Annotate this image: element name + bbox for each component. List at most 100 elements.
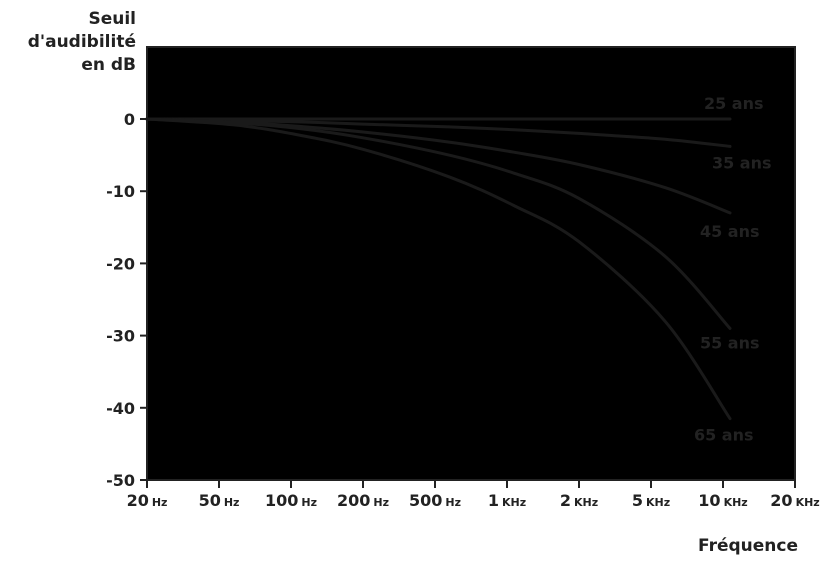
background-cell — [147, 407, 220, 481]
background-cell — [363, 191, 436, 264]
series-line — [145, 117, 732, 148]
y-axis-title-line: d'audibilité — [27, 32, 136, 52]
x-tick-label: 10 KHz — [698, 491, 747, 510]
x-tick-label-unit: Hz — [445, 496, 461, 509]
background-cell — [147, 119, 220, 192]
x-tick-label: 50 Hz — [199, 491, 240, 510]
x-tick-label: 1 KHz — [488, 491, 526, 510]
background-cell — [291, 263, 364, 337]
series-label: 45 ans — [700, 222, 760, 241]
background-cell — [507, 191, 580, 264]
x-tick-label-unit: Hz — [373, 496, 389, 509]
background-cell — [723, 191, 796, 264]
background-cell — [507, 47, 580, 120]
background-cell — [363, 47, 436, 120]
x-tick-label-number: 50 — [199, 491, 221, 510]
background-cell — [723, 47, 796, 120]
y-tick-label: -40 — [106, 399, 135, 418]
background-cell — [651, 47, 724, 120]
background-cell — [723, 407, 796, 481]
gradient-background — [147, 47, 796, 481]
x-tick-label-unit: KHz — [724, 496, 748, 509]
background-cell — [291, 191, 364, 264]
background-cell — [579, 47, 652, 120]
x-tick-label-number: 10 — [698, 491, 720, 510]
y-tick-label: -30 — [106, 327, 135, 346]
series-labels: 25 ans 35 ans 45 ans 55 ans 65 ans — [694, 94, 772, 445]
background-cell — [363, 263, 436, 337]
background-cell — [579, 191, 652, 264]
series-label: 65 ans — [694, 426, 754, 445]
series-lines — [145, 117, 732, 421]
background-cell — [723, 335, 796, 409]
series-label: 55 ans — [700, 333, 760, 352]
x-tick-label-unit: KHz — [502, 496, 526, 509]
background-cell — [291, 407, 364, 481]
background-cell — [363, 119, 436, 192]
y-tick-label: -50 — [106, 471, 135, 490]
x-tick-label-unit: KHz — [574, 496, 598, 509]
background-cell — [579, 335, 652, 409]
x-tick-label: 500 Hz — [409, 491, 461, 510]
x-tick-label-number: 200 — [337, 491, 370, 510]
background-cell — [363, 335, 436, 409]
background-cell — [507, 263, 580, 337]
background-cell — [291, 47, 364, 120]
y-tick-label: -10 — [106, 182, 135, 201]
x-tick-label-number: 20 — [127, 491, 149, 510]
x-tick-label-number: 20 — [770, 491, 792, 510]
background-cell — [435, 335, 508, 409]
background-cell — [651, 263, 724, 337]
y-axis-title: Seuil d'audibilité en dB — [0, 8, 136, 77]
x-tick-label-unit: KHz — [796, 496, 820, 509]
background-cell — [579, 407, 652, 481]
background-cell — [147, 335, 220, 409]
background-cell — [219, 191, 292, 264]
background-cell — [435, 407, 508, 481]
background-cell — [363, 407, 436, 481]
background-cell — [723, 263, 796, 337]
x-tick-label: 5 KHz — [632, 491, 670, 510]
background-cell — [507, 335, 580, 409]
x-tick-label: 200 Hz — [337, 491, 389, 510]
background-cell — [219, 335, 292, 409]
x-tick-label: 20 KHz — [770, 491, 819, 510]
series-line — [145, 117, 732, 330]
background-cell — [147, 47, 220, 120]
background-cell — [219, 407, 292, 481]
background-cell — [435, 263, 508, 337]
x-tick-label-number: 2 — [560, 491, 571, 510]
x-tick-label-unit: KHz — [646, 496, 670, 509]
x-tick-label-number: 100 — [265, 491, 298, 510]
y-tick-label: 0 — [124, 110, 135, 129]
background-cell — [219, 119, 292, 192]
x-tick-label-unit: Hz — [224, 496, 240, 509]
background-cell — [651, 191, 724, 264]
background-cell — [651, 335, 724, 409]
y-axis-title-line: Seuil — [88, 9, 136, 29]
x-tick-label-number: 5 — [632, 491, 643, 510]
y-axis-title-line: en dB — [81, 55, 136, 75]
background-cell — [147, 263, 220, 337]
background-cell — [651, 119, 724, 192]
x-tick-label: 20 Hz — [127, 491, 168, 510]
background-cell — [291, 335, 364, 409]
x-tick-label-number: 500 — [409, 491, 442, 510]
x-tick-label: 2 KHz — [560, 491, 598, 510]
background-cell — [435, 191, 508, 264]
y-tick-label: -20 — [106, 254, 135, 273]
x-axis-title: Fréquence — [698, 536, 798, 556]
background-cell — [147, 191, 220, 264]
x-tick-label-number: 1 — [488, 491, 499, 510]
background-cell — [219, 263, 292, 337]
background-cell — [651, 407, 724, 481]
background-cell — [723, 119, 796, 192]
x-tick-label-unit: Hz — [152, 496, 168, 509]
x-tick-label-unit: Hz — [301, 496, 317, 509]
background-cell — [435, 47, 508, 120]
background-cell — [579, 263, 652, 337]
series-line — [145, 117, 732, 421]
background-cell — [219, 47, 292, 120]
